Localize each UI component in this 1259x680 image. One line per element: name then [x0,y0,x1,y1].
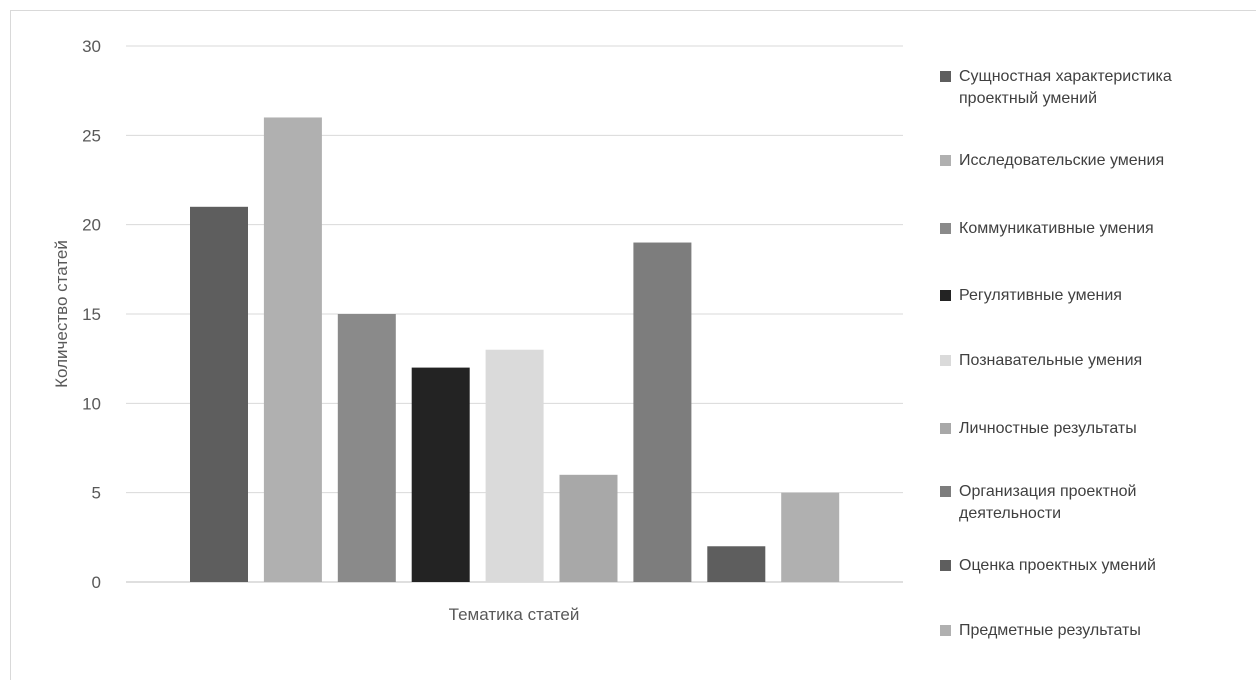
y-tick-label: 0 [92,573,101,592]
bar [559,474,618,582]
legend-item: Исследовательские умения [940,150,1240,172]
legend-swatch [940,423,951,434]
legend-swatch [940,625,951,636]
legend-label: Предметные результаты [959,622,1141,639]
y-axis-title: Количество статей [52,240,71,388]
legend-label: Регулятивные умения [959,287,1122,304]
bar [337,314,396,582]
legend-item: Регулятивные умения [940,285,1240,307]
chart-frame [10,10,1256,680]
legend-swatch [940,560,951,571]
bar [485,349,544,582]
legend-item: Познавательные умения [940,350,1240,372]
bar [633,242,692,583]
legend-label: Познавательные умения [959,352,1143,369]
y-tick-label: 15 [82,305,101,324]
legend-swatch [940,223,951,234]
bar [263,117,322,582]
bar-chart: 0 5 10 15 20 25 30 Тематика статей Количество … [52,37,903,624]
legend-item: Предметные результаты [940,620,1240,642]
legend-label: Оценка проектных умений [959,557,1156,574]
legend-item: Коммуникативные умения [940,218,1240,240]
y-axis-ticks: 0 5 10 15 20 25 30 [82,37,101,592]
y-tick-label: 30 [82,37,101,56]
legend-swatch [940,71,951,82]
x-axis-title: Тематика статей [449,605,580,624]
y-tick-label: 25 [82,126,101,145]
y-tick-label: 10 [82,394,101,413]
legend-item: Оценка проектных умений [940,555,1240,577]
bar [781,492,840,582]
bar [411,367,470,582]
legend-item: Личностные результаты [940,418,1240,440]
y-tick-label: 20 [82,216,101,235]
legend-label: Исследовательские умения [959,152,1165,169]
bars [190,117,840,583]
bar [707,546,766,582]
legend-label: Коммуникативные умения [959,220,1154,237]
legend-swatch [940,290,951,301]
legend-item: Организация проектной деятельности [940,481,1240,525]
legend-label: Организация проектной деятельности [959,483,1137,522]
legend-item: Сущностная характеристика проектный умен… [940,66,1240,110]
legend-swatch [940,486,951,497]
legend-label: Сущностная характеристика проектный умен… [959,68,1172,107]
legend-swatch [940,155,951,166]
bar [190,206,248,583]
y-tick-label: 5 [92,484,101,503]
legend: Сущностная характеристика проектный умен… [940,0,1240,677]
legend-label: Личностные результаты [959,420,1137,437]
legend-swatch [940,355,951,366]
